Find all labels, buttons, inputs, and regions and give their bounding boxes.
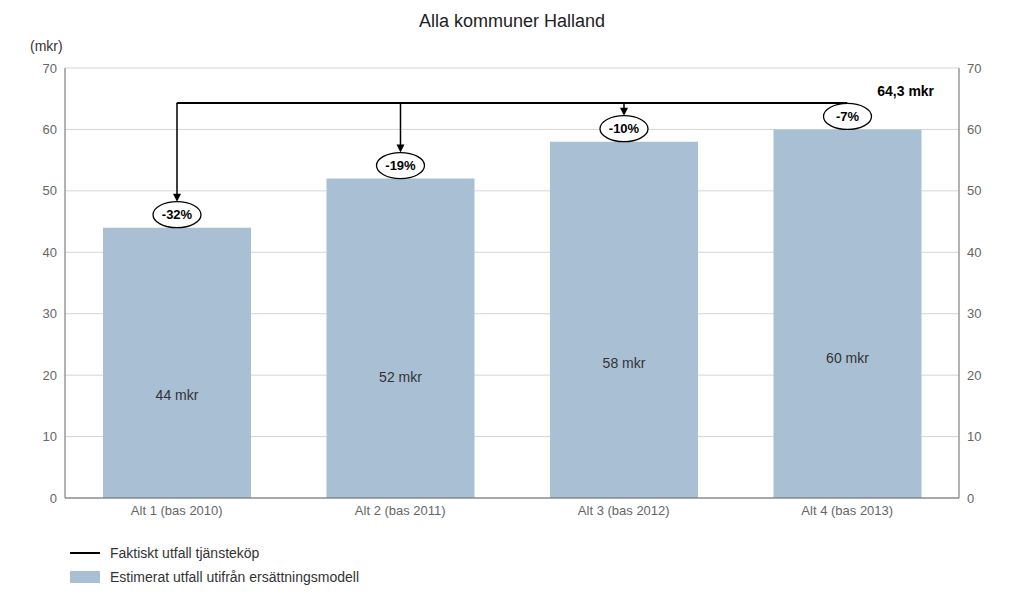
svg-text:30: 30 <box>43 306 57 321</box>
svg-text:0: 0 <box>50 491 57 506</box>
svg-text:60: 60 <box>967 122 981 137</box>
svg-text:-19%: -19% <box>385 158 416 173</box>
svg-text:44 mkr: 44 mkr <box>156 387 199 403</box>
svg-text:60 mkr: 60 mkr <box>826 350 869 366</box>
svg-text:70: 70 <box>967 61 981 76</box>
svg-text:58 mkr: 58 mkr <box>603 355 646 371</box>
svg-text:0: 0 <box>967 491 974 506</box>
svg-text:40: 40 <box>43 245 57 260</box>
svg-text:10: 10 <box>967 429 981 444</box>
svg-text:Alt 3 (bas 2012): Alt 3 (bas 2012) <box>578 503 670 518</box>
svg-text:20: 20 <box>967 368 981 383</box>
svg-text:Alt 2 (bas 2011): Alt 2 (bas 2011) <box>355 503 446 518</box>
html-text:Faktiskt utfall tjänsteköp: Faktiskt utfall tjänsteköp <box>110 545 260 561</box>
html-text:Alla kommuner Halland: Alla kommuner Halland <box>419 11 605 31</box>
svg-text:-10%: -10% <box>609 121 640 136</box>
svg-text:10: 10 <box>43 429 57 444</box>
svg-text:20: 20 <box>43 368 57 383</box>
svg-text:50: 50 <box>43 183 57 198</box>
svg-text:70: 70 <box>43 61 57 76</box>
svg-text:Alt 1 (bas 2010): Alt 1 (bas 2010) <box>131 503 223 518</box>
svg-text:-7%: -7% <box>836 109 860 124</box>
svg-text:30: 30 <box>967 306 981 321</box>
svg-text:40: 40 <box>967 245 981 260</box>
svg-text:-32%: -32% <box>162 207 193 222</box>
svg-text:52 mkr: 52 mkr <box>379 369 422 385</box>
svg-text:64,3 mkr: 64,3 mkr <box>877 83 934 99</box>
html-text:(mkr): (mkr) <box>30 38 63 54</box>
svg-text:50: 50 <box>967 183 981 198</box>
html-text:Estimerat utfall utifrån ersät: Estimerat utfall utifrån ersättningsmode… <box>110 569 359 585</box>
svg-text:Alt 4 (bas 2013): Alt 4 (bas 2013) <box>801 503 893 518</box>
svg-text:60: 60 <box>43 122 57 137</box>
